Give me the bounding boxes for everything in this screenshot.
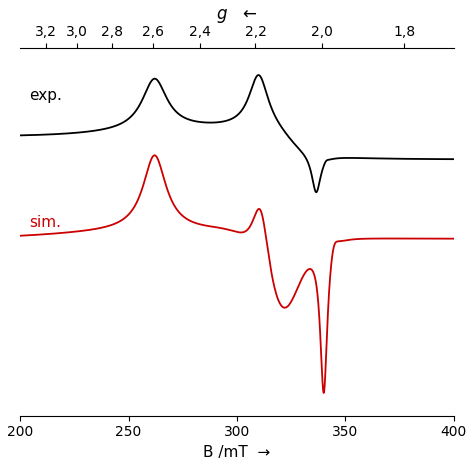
X-axis label: $\it{g}$   ←: $\it{g}$ ← xyxy=(216,7,258,25)
Text: sim.: sim. xyxy=(29,215,61,230)
X-axis label: B /mT  →: B /mT → xyxy=(203,445,271,460)
Text: exp.: exp. xyxy=(29,88,62,103)
